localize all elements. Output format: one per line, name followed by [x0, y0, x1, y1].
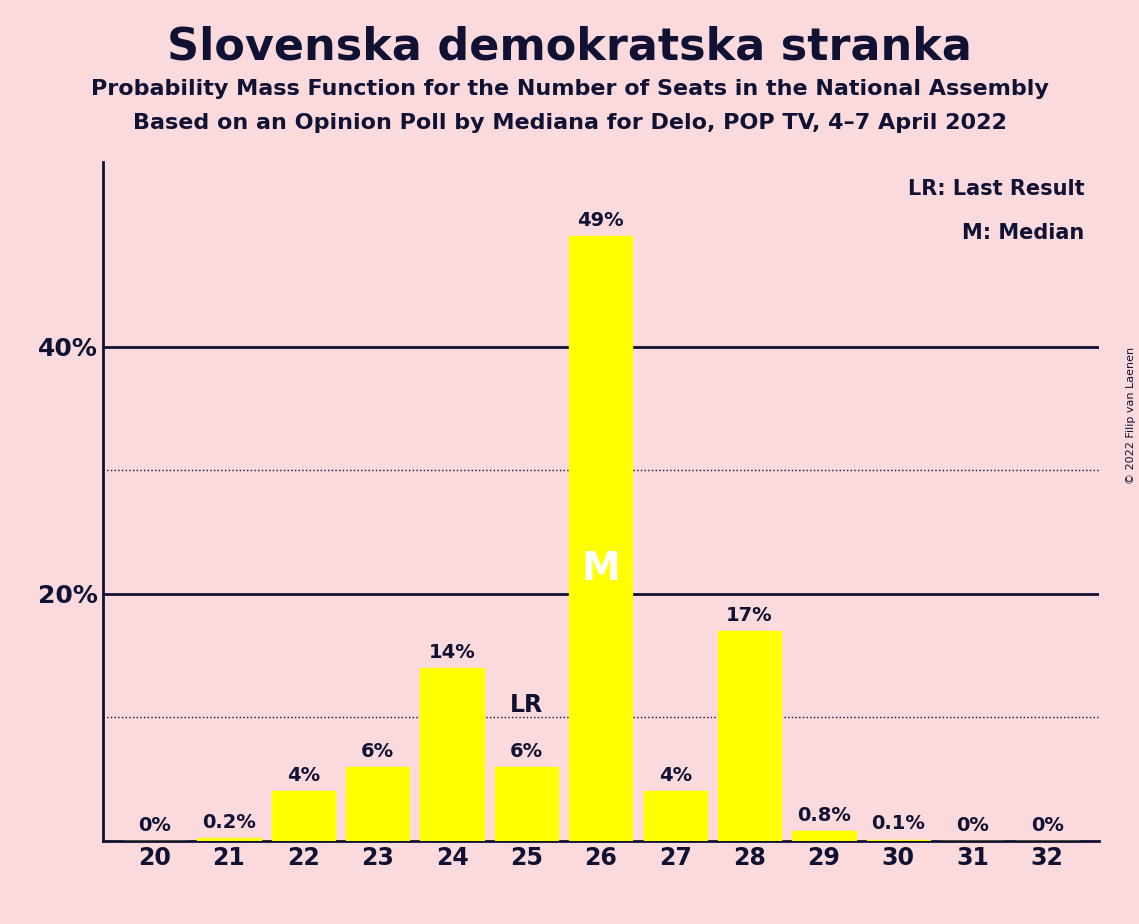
- Text: 0%: 0%: [138, 816, 171, 834]
- Bar: [718, 631, 781, 841]
- Text: 0%: 0%: [957, 816, 989, 834]
- Text: 6%: 6%: [510, 742, 543, 760]
- Text: 14%: 14%: [428, 643, 475, 662]
- Text: LR: LR: [510, 693, 543, 717]
- Text: 0.2%: 0.2%: [202, 813, 256, 833]
- Text: 6%: 6%: [361, 742, 394, 760]
- Text: M: M: [581, 550, 621, 588]
- Text: Probability Mass Function for the Number of Seats in the National Assembly: Probability Mass Function for the Number…: [91, 79, 1048, 99]
- Bar: [346, 767, 409, 841]
- Bar: [867, 840, 929, 841]
- Bar: [570, 236, 632, 841]
- Text: 49%: 49%: [577, 211, 624, 230]
- Bar: [272, 792, 335, 841]
- Bar: [197, 838, 261, 841]
- Bar: [420, 668, 484, 841]
- Text: 17%: 17%: [727, 606, 773, 625]
- Text: Based on an Opinion Poll by Mediana for Delo, POP TV, 4–7 April 2022: Based on an Opinion Poll by Mediana for …: [132, 113, 1007, 133]
- Text: 0%: 0%: [1031, 816, 1064, 834]
- Text: 0.8%: 0.8%: [797, 806, 851, 825]
- Text: Slovenska demokratska stranka: Slovenska demokratska stranka: [167, 26, 972, 69]
- Text: 4%: 4%: [287, 766, 320, 785]
- Text: © 2022 Filip van Laenen: © 2022 Filip van Laenen: [1126, 347, 1136, 484]
- Text: 0.1%: 0.1%: [871, 814, 925, 833]
- Bar: [793, 831, 855, 841]
- Bar: [644, 792, 707, 841]
- Text: LR: Last Result: LR: Last Result: [908, 178, 1084, 199]
- Text: M: Median: M: Median: [962, 223, 1084, 243]
- Text: 4%: 4%: [658, 766, 691, 785]
- Bar: [494, 767, 558, 841]
